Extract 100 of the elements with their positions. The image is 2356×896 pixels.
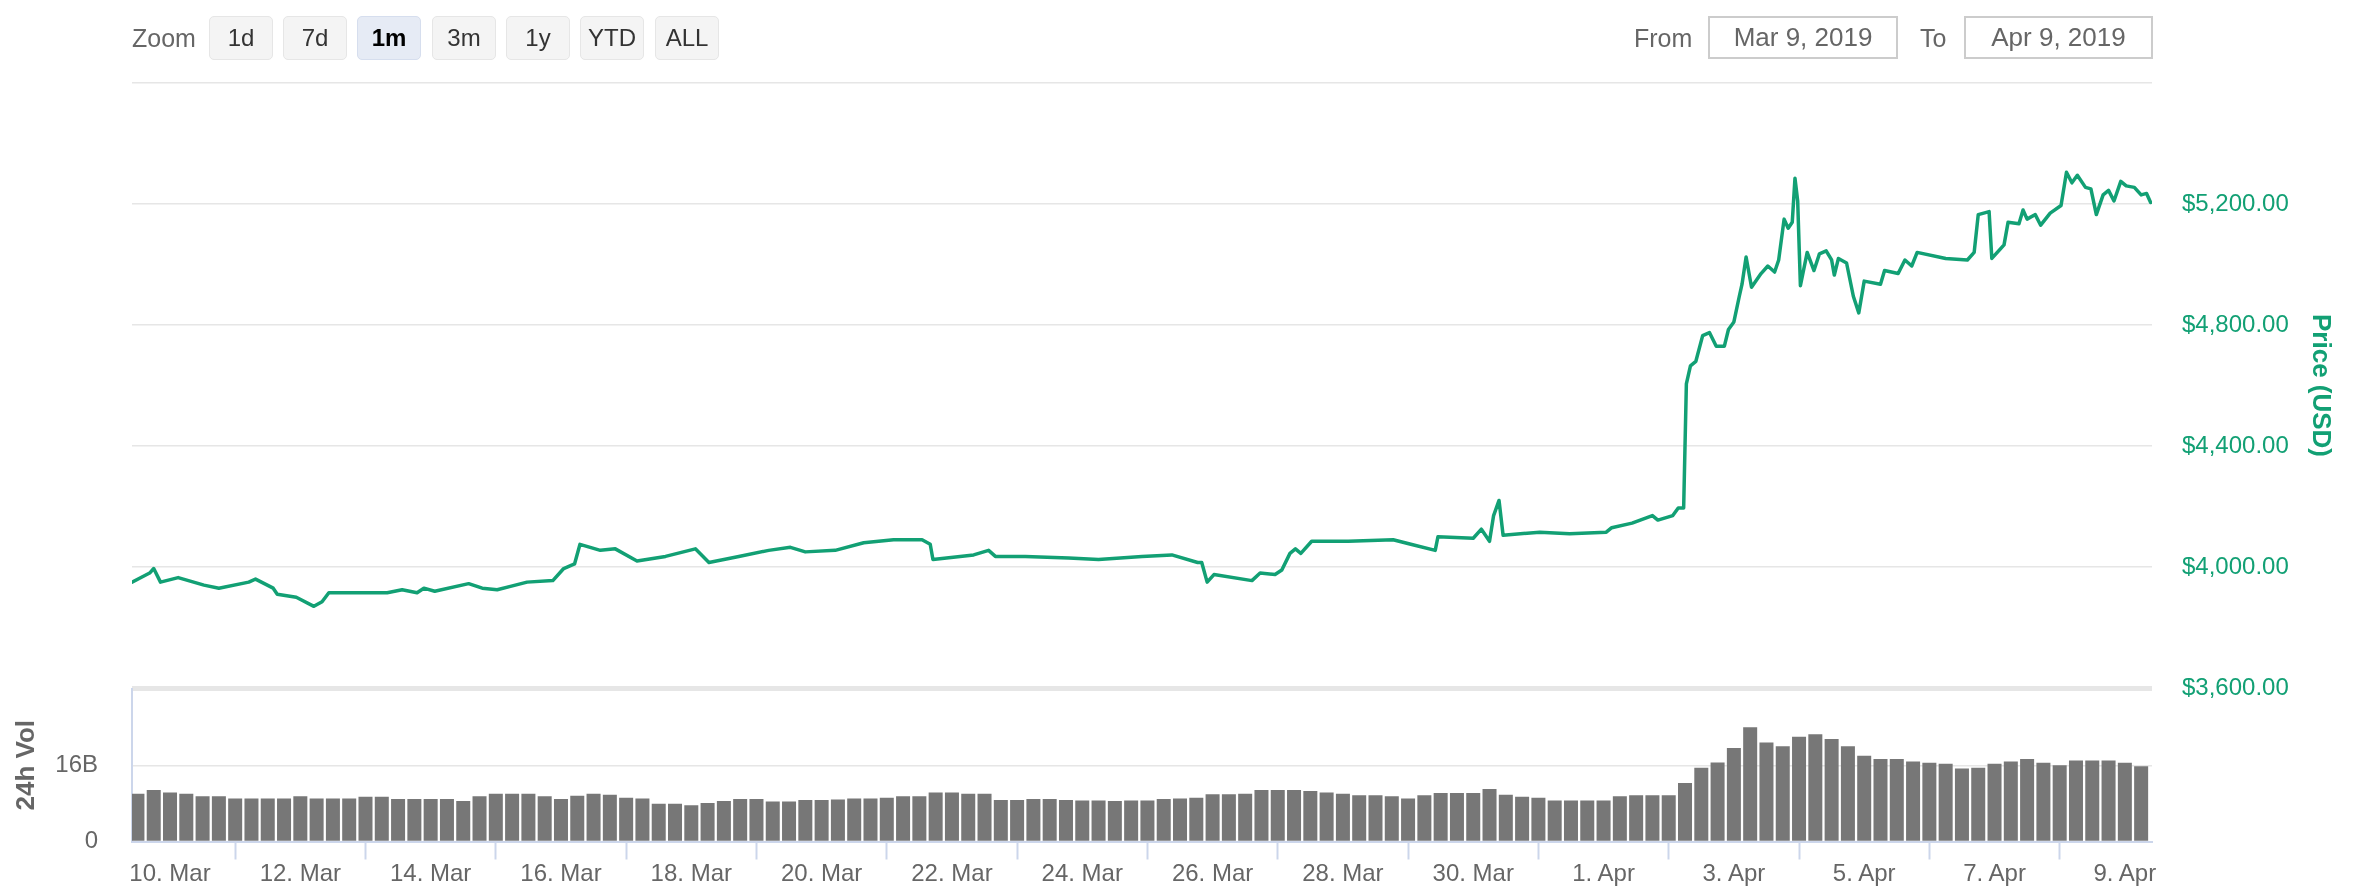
bar bbox=[1368, 795, 1383, 841]
bar bbox=[1840, 746, 1855, 841]
x-tick-label: 14. Mar bbox=[389, 858, 472, 886]
y-axis-title: Price (USD) bbox=[2307, 313, 2338, 458]
bar bbox=[961, 793, 976, 841]
bar bbox=[879, 797, 894, 841]
bar bbox=[179, 793, 194, 841]
bar bbox=[2068, 760, 2083, 841]
bar bbox=[342, 798, 357, 841]
x-tick-label: 26. Mar bbox=[1171, 858, 1254, 886]
x-tick-label: 9. Apr bbox=[2093, 858, 2157, 886]
bar bbox=[2101, 760, 2116, 841]
bar bbox=[488, 793, 503, 841]
bar bbox=[2052, 765, 2067, 841]
bar bbox=[1075, 800, 1090, 841]
bar bbox=[863, 798, 878, 841]
bar bbox=[472, 796, 487, 841]
x-tick-label: 16. Mar bbox=[520, 858, 602, 886]
bar bbox=[244, 798, 259, 841]
y-axis-title: 24h Vol bbox=[9, 719, 40, 811]
bar bbox=[2117, 762, 2132, 841]
x-tick-label: 5. Apr bbox=[1832, 858, 1896, 886]
bar bbox=[1173, 798, 1188, 841]
bar bbox=[391, 799, 406, 841]
bar bbox=[1319, 792, 1334, 841]
bar bbox=[1694, 767, 1709, 841]
bar bbox=[1563, 800, 1578, 841]
bar bbox=[944, 792, 959, 841]
bar bbox=[2020, 759, 2035, 841]
x-tick-label: 20. Mar bbox=[780, 858, 863, 886]
bar bbox=[277, 798, 292, 841]
bar bbox=[1352, 795, 1367, 841]
bar bbox=[1873, 759, 1888, 841]
bar bbox=[2085, 760, 2100, 841]
bar bbox=[505, 793, 520, 841]
x-tick-label: 1. Apr bbox=[1572, 858, 1635, 886]
text: To bbox=[1920, 23, 1947, 54]
bar bbox=[1107, 800, 1122, 841]
y-tick-label: $4,400.00 bbox=[2182, 430, 2289, 458]
bar bbox=[782, 801, 797, 841]
bar bbox=[1580, 800, 1595, 841]
bar bbox=[1987, 763, 2002, 841]
bar bbox=[1515, 796, 1530, 841]
bar bbox=[1287, 790, 1302, 841]
y-tick-label: $4,000.00 bbox=[2182, 551, 2289, 579]
bar bbox=[1156, 799, 1171, 841]
bar bbox=[1042, 799, 1057, 841]
bar bbox=[619, 797, 634, 841]
bar bbox=[1629, 795, 1644, 841]
bar bbox=[146, 790, 161, 841]
bar bbox=[309, 798, 324, 841]
bar bbox=[1824, 739, 1839, 841]
bar bbox=[1612, 796, 1627, 841]
bar bbox=[228, 798, 243, 841]
bar bbox=[1547, 800, 1562, 841]
bar bbox=[1417, 795, 1432, 841]
bar bbox=[260, 798, 275, 841]
bar bbox=[1889, 759, 1904, 841]
bar bbox=[1710, 762, 1725, 841]
bar bbox=[439, 799, 454, 841]
bar bbox=[602, 794, 617, 841]
bar bbox=[684, 805, 699, 841]
bar bbox=[1775, 746, 1790, 841]
bar bbox=[1270, 790, 1285, 841]
bar bbox=[1726, 748, 1741, 841]
bar bbox=[814, 800, 829, 841]
bar bbox=[570, 795, 585, 841]
y-tick-label: 16B bbox=[55, 749, 98, 777]
bar bbox=[1238, 793, 1253, 841]
bar bbox=[1808, 734, 1823, 841]
bar bbox=[1971, 767, 1986, 841]
x-tick-label: 10. Mar bbox=[129, 858, 211, 886]
bar bbox=[798, 800, 813, 841]
bar bbox=[1058, 800, 1073, 841]
y-tick-label: 0 bbox=[84, 826, 98, 854]
y-tick-label: $4,800.00 bbox=[2182, 309, 2289, 337]
bar bbox=[651, 803, 666, 841]
x-tick-label: 18. Mar bbox=[650, 858, 732, 886]
bar bbox=[668, 803, 683, 841]
bar bbox=[977, 793, 992, 841]
bar bbox=[1205, 794, 1220, 841]
bar bbox=[1303, 790, 1318, 841]
bar bbox=[635, 798, 650, 841]
bar bbox=[423, 799, 438, 841]
bar bbox=[1254, 790, 1269, 841]
bar bbox=[1954, 768, 1969, 841]
bar bbox=[1645, 795, 1660, 841]
bar bbox=[1401, 798, 1416, 841]
bar bbox=[1498, 794, 1513, 841]
bar bbox=[912, 796, 927, 841]
bar bbox=[733, 799, 748, 841]
bar bbox=[374, 796, 389, 841]
bar bbox=[407, 799, 422, 841]
bar bbox=[1661, 795, 1676, 841]
bar bbox=[521, 793, 536, 841]
x-tick-label: 30. Mar bbox=[1432, 858, 1514, 886]
bar bbox=[1596, 800, 1611, 841]
bar bbox=[1384, 796, 1399, 841]
bar bbox=[553, 799, 568, 841]
text: From bbox=[1634, 23, 1693, 54]
